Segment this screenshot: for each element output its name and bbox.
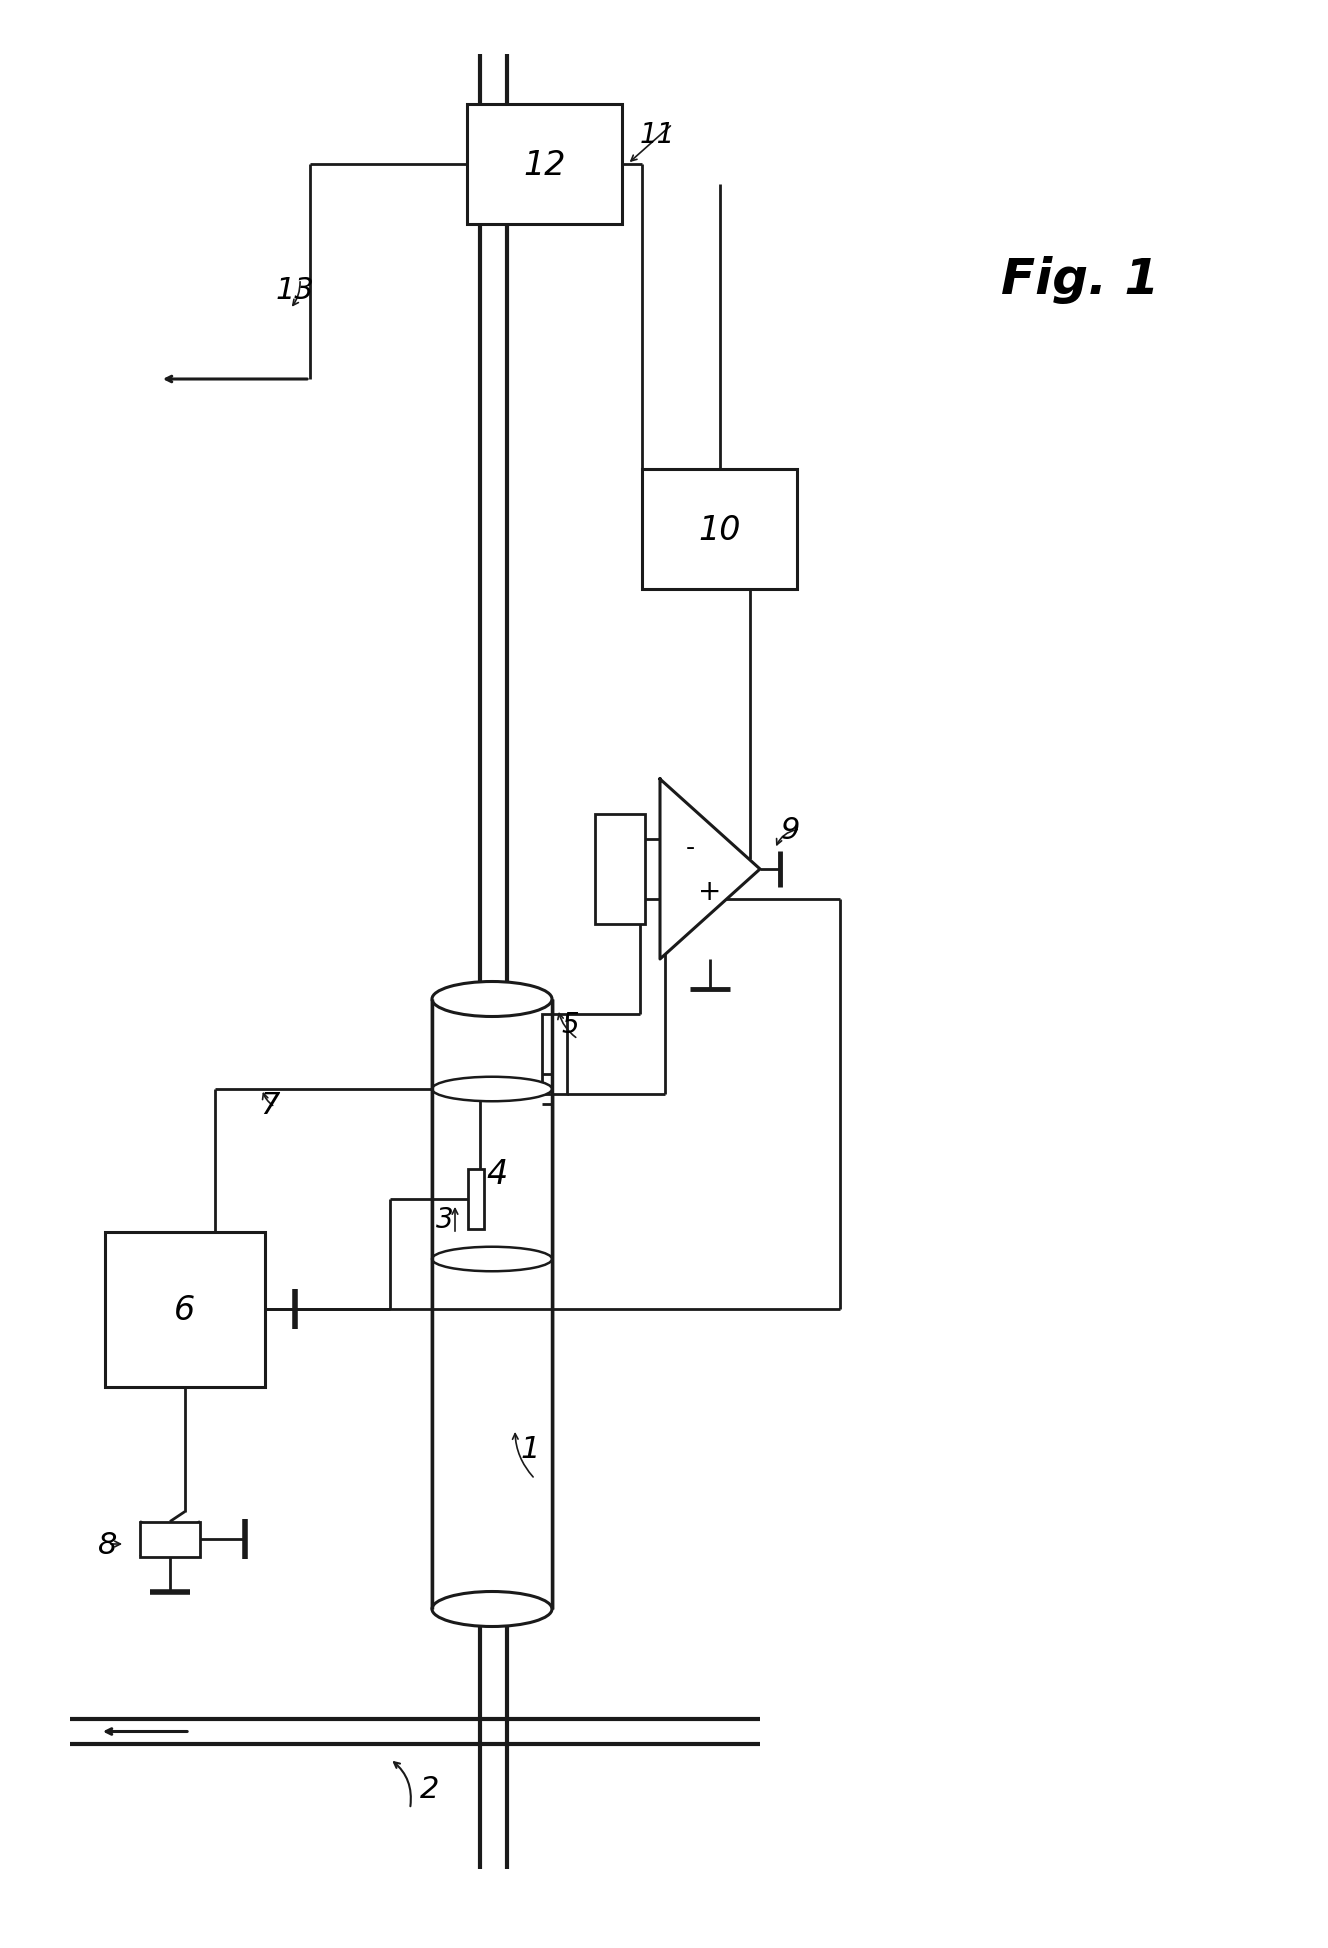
Text: -: - [685, 836, 695, 859]
Ellipse shape [432, 1077, 552, 1103]
Text: +: + [699, 877, 721, 906]
Bar [139, 1521, 201, 1556]
Ellipse shape [432, 1592, 552, 1627]
Text: 3: 3 [436, 1206, 454, 1233]
Text: 13: 13 [276, 275, 315, 304]
Text: 4: 4 [486, 1157, 507, 1190]
Ellipse shape [432, 982, 552, 1017]
Text: 12: 12 [523, 148, 566, 181]
Text: 8: 8 [98, 1529, 118, 1558]
Text: 6: 6 [174, 1293, 195, 1327]
Bar [467, 1169, 483, 1229]
Text: 10: 10 [699, 512, 741, 545]
Text: 11: 11 [640, 121, 675, 148]
Bar [467, 105, 623, 224]
Bar [105, 1231, 266, 1387]
Text: 7: 7 [260, 1091, 280, 1118]
Text: 9: 9 [781, 814, 799, 843]
Text: 5: 5 [562, 1011, 579, 1038]
Bar [432, 999, 552, 1609]
Bar [543, 1015, 567, 1095]
Text: Fig. 1: Fig. 1 [1001, 255, 1159, 304]
Bar [643, 469, 798, 590]
Text: 1: 1 [521, 1436, 539, 1463]
Polygon shape [660, 779, 760, 960]
Text: 2: 2 [421, 1775, 440, 1804]
Ellipse shape [432, 1247, 552, 1272]
Bar [595, 814, 645, 925]
